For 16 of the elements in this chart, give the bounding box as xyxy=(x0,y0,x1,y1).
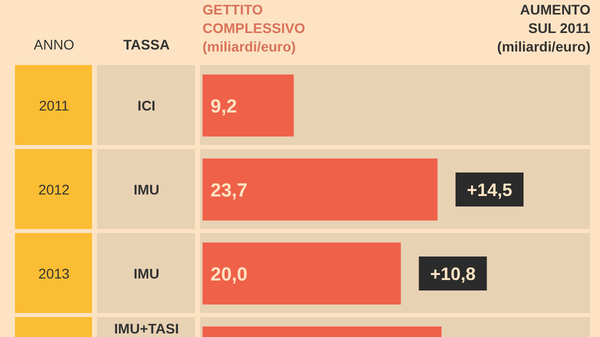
data-label: 23,7 xyxy=(210,180,248,202)
y-tick-label: 2013 xyxy=(38,266,70,282)
data-label: 20,0 xyxy=(210,264,248,286)
y-axis-title: ANNO xyxy=(34,36,74,52)
annotation: +10,8 xyxy=(430,264,476,284)
text: TASSA xyxy=(123,36,170,52)
annotation: +14,5 xyxy=(466,180,512,200)
text: IMU xyxy=(134,182,160,198)
text: IMU+TASI xyxy=(114,320,179,336)
y-tick-label: 2011 xyxy=(38,98,70,114)
text: AUMENTO SUL 2011 (miliardi/euro) xyxy=(497,2,591,54)
data-label: 9,2 xyxy=(210,96,237,118)
x-axis-title: GETTITO COMPLESSIVO (miliardi/euro) xyxy=(202,2,306,54)
y-tick-label: 2012 xyxy=(38,182,70,198)
text: ICI xyxy=(138,98,156,114)
text: IMU xyxy=(134,266,160,282)
